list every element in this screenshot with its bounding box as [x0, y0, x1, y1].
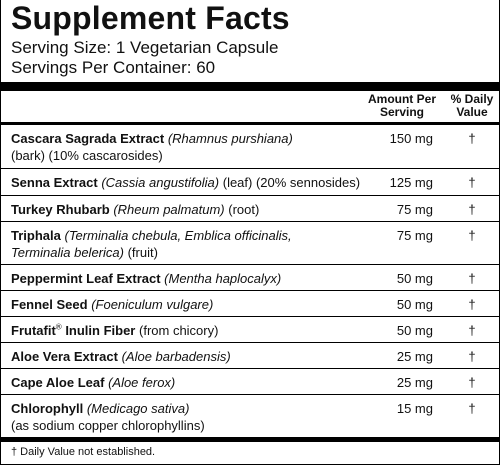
ingredient-latin: (Cassia angustifolia): [101, 175, 220, 190]
ingredient-row: Turkey Rhubarb (Rheum palmatum) (root) 7…: [1, 196, 499, 222]
ingredient-detail: (bark) (10% cascarosides): [11, 148, 163, 163]
ingredient-detail: (from chicory): [139, 323, 219, 338]
ingredient-dv: †: [468, 401, 476, 416]
ingredient-latin: (Rheum palmatum): [113, 202, 225, 217]
ingredient-amount: 50 mg: [396, 297, 433, 312]
ingredient-name-cell: Fennel Seed (Foeniculum vulgare): [11, 296, 371, 313]
daily-value-header: % Daily Value: [443, 93, 500, 119]
ingredient-amount: 25 mg: [396, 349, 433, 364]
ingredient-amount: 50 mg: [396, 271, 433, 286]
ingredient-latin: (Medicago sativa): [86, 401, 190, 416]
registered-mark: ®: [55, 322, 62, 332]
ingredient-row: Triphala (Terminalia chebula, Emblica of…: [1, 222, 499, 265]
serving-size: Serving Size: 1 Vegetarian Capsule: [11, 38, 279, 57]
ingredient-row: Chlorophyll (Medicago sativa) (as sodium…: [1, 395, 499, 436]
ingredient-name: Fennel Seed: [11, 297, 88, 312]
ingredient-name-cell: Turkey Rhubarb (Rheum palmatum) (root): [11, 201, 371, 218]
ingredient-dv: †: [468, 175, 476, 190]
ingredient-dv: †: [468, 323, 476, 338]
ingredient-amount: 125 mg: [389, 175, 433, 190]
ingredient-latin: (Aloe barbadensis): [121, 349, 231, 364]
bottom-divider: [1, 437, 499, 442]
ingredient-name-cell: Peppermint Leaf Extract (Mentha haplocal…: [11, 270, 371, 287]
ingredient-name: Triphala: [11, 228, 61, 243]
ingredient-name-cell: Senna Extract (Cassia angustifolia) (lea…: [11, 174, 371, 191]
ingredient-row: Cape Aloe Leaf (Aloe ferox) 25 mg †: [1, 369, 499, 395]
ingredient-name-cell: Aloe Vera Extract (Aloe barbadensis): [11, 348, 371, 365]
ingredient-name-rest: Inulin Fiber: [65, 323, 136, 338]
ingredient-row: Senna Extract (Cassia angustifolia) (lea…: [1, 169, 499, 196]
ingredient-detail: (root): [228, 202, 260, 217]
ingredient-name-cell: Cascara Sagrada Extract (Rhamnus purshia…: [11, 130, 371, 164]
ingredient-row: Aloe Vera Extract (Aloe barbadensis) 25 …: [1, 343, 499, 369]
ingredient-name-cell: Frutafit® Inulin Fiber (from chicory): [11, 322, 371, 339]
ingredient-dv: †: [468, 349, 476, 364]
amount-header-line1: Amount Per: [367, 92, 436, 106]
ingredient-name-cell: Chlorophyll (Medicago sativa) (as sodium…: [11, 400, 371, 434]
ingredient-name: Chlorophyll: [11, 401, 84, 416]
ingredient-detail: (fruit): [127, 245, 158, 260]
ingredient-dv: †: [468, 271, 476, 286]
ingredient-latin: (Rhamnus purshiana): [167, 131, 293, 146]
ingredient-detail: (leaf) (20% sennosides): [222, 175, 361, 190]
ingredient-row: Fennel Seed (Foeniculum vulgare) 50 mg †: [1, 291, 499, 317]
panel-title: Supplement Facts: [11, 0, 290, 36]
ingredient-row: Peppermint Leaf Extract (Mentha haplocal…: [1, 265, 499, 291]
ingredient-amount: 25 mg: [396, 375, 433, 390]
ingredient-amount: 75 mg: [396, 202, 433, 217]
ingredient-name: Peppermint Leaf Extract: [11, 271, 161, 286]
ingredient-row: Frutafit® Inulin Fiber (from chicory) 50…: [1, 317, 499, 343]
ingredient-latin: (Mentha haplocalyx): [164, 271, 282, 286]
ingredient-latin: (Aloe ferox): [108, 375, 176, 390]
footnote: † Daily Value not established.: [11, 446, 156, 458]
ingredient-detail: (as sodium copper chlorophyllins): [11, 418, 205, 433]
ingredient-row: Cascara Sagrada Extract (Rhamnus purshia…: [1, 125, 499, 169]
ingredient-name: Frutafit: [11, 323, 56, 338]
ingredient-name: Cape Aloe Leaf: [11, 375, 105, 390]
dv-header-line1: % Daily: [450, 92, 494, 106]
ingredient-latin: (Terminalia chebula, Emblica officinalis…: [64, 228, 292, 243]
ingredient-amount: 15 mg: [396, 401, 433, 416]
ingredient-name: Aloe Vera Extract: [11, 349, 118, 364]
dv-header-line2: Value: [456, 105, 488, 119]
ingredient-name: Senna Extract: [11, 175, 98, 190]
ingredient-dv: †: [468, 375, 476, 390]
ingredient-dv: †: [468, 228, 476, 243]
servings-per-container: Servings Per Container: 60: [11, 58, 216, 77]
ingredient-name-cell: Cape Aloe Leaf (Aloe ferox): [11, 374, 371, 391]
ingredient-dv: †: [468, 202, 476, 217]
ingredient-name: Turkey Rhubarb: [11, 202, 110, 217]
ingredient-latin-continued: Terminalia belerica): [11, 245, 124, 260]
ingredient-dv: †: [468, 131, 476, 146]
ingredient-dv: †: [468, 297, 476, 312]
thick-divider: [1, 82, 499, 91]
ingredient-amount: 150 mg: [389, 131, 433, 146]
ingredient-amount: 75 mg: [396, 228, 433, 243]
ingredient-name-cell: Triphala (Terminalia chebula, Emblica of…: [11, 227, 371, 261]
ingredient-name: Cascara Sagrada Extract: [11, 131, 165, 146]
amount-per-serving-header: Amount Per Serving: [361, 93, 443, 119]
header-divider: [1, 122, 499, 125]
ingredient-latin: (Foeniculum vulgare): [91, 297, 214, 312]
ingredient-amount: 50 mg: [396, 323, 433, 338]
amount-header-line2: Serving: [379, 105, 424, 119]
